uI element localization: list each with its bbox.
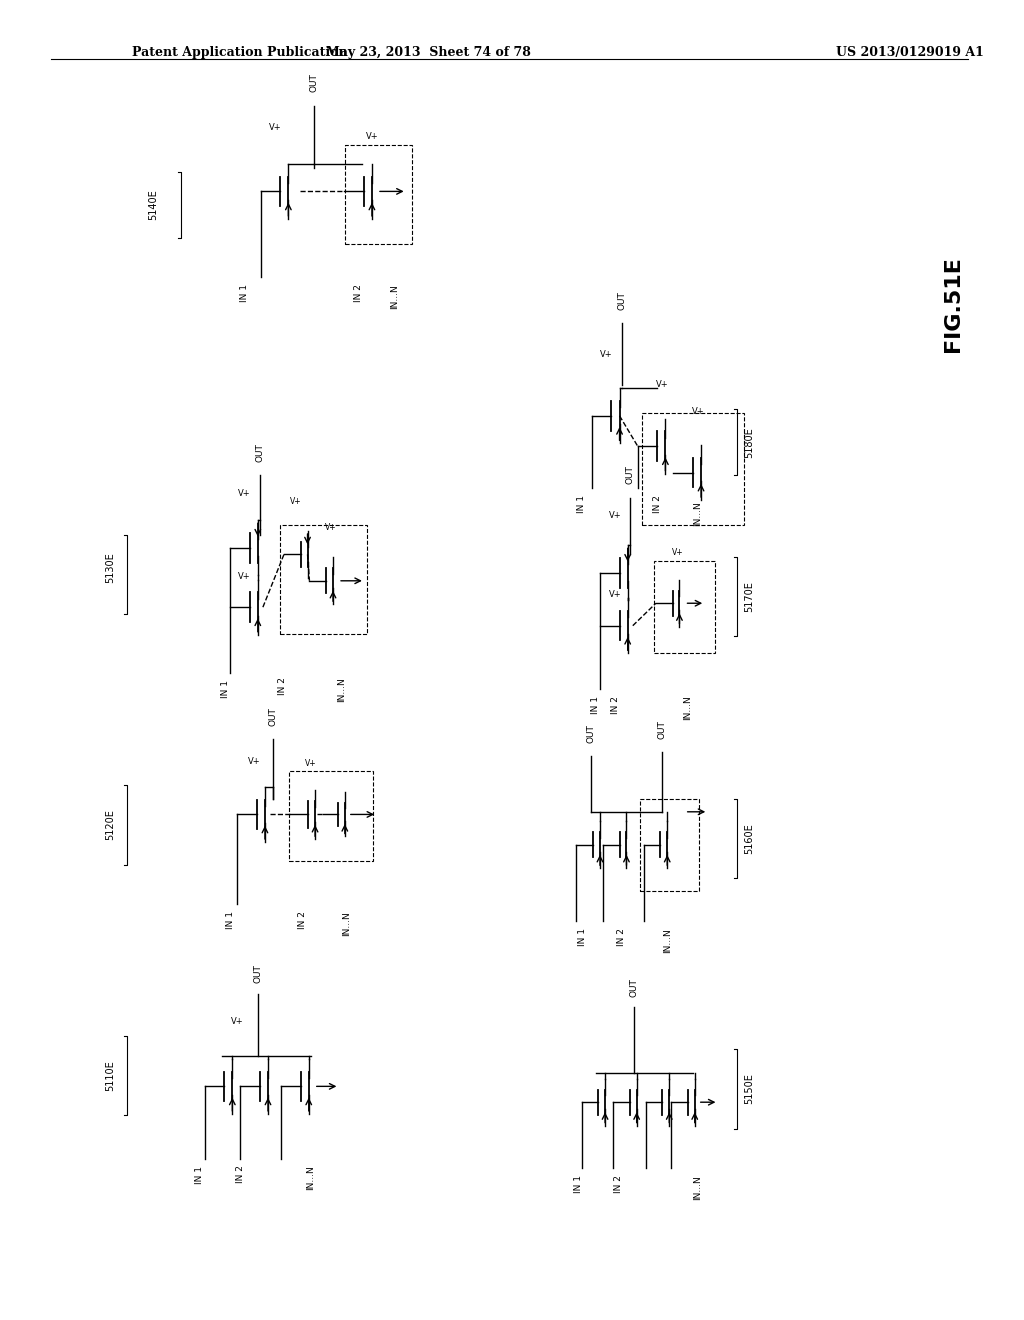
Text: IN 2: IN 2: [278, 677, 287, 696]
Text: IN...N: IN...N: [683, 696, 692, 721]
Text: V+: V+: [231, 1016, 244, 1026]
Text: 5120E: 5120E: [105, 809, 115, 841]
Text: May 23, 2013  Sheet 74 of 78: May 23, 2013 Sheet 74 of 78: [326, 46, 530, 59]
Text: US 2013/0129019 A1: US 2013/0129019 A1: [836, 46, 983, 59]
Text: IN 1: IN 1: [578, 495, 586, 513]
Text: V+: V+: [656, 380, 669, 389]
Text: V+: V+: [239, 488, 251, 498]
Text: IN 1: IN 1: [221, 680, 229, 698]
Text: OUT: OUT: [255, 444, 264, 462]
Text: V+: V+: [600, 350, 612, 359]
Text: IN 1: IN 1: [226, 911, 234, 929]
Text: IN...N: IN...N: [693, 1175, 702, 1200]
Text: IN 2: IN 2: [298, 911, 307, 929]
Text: IN 1: IN 1: [579, 928, 588, 946]
Bar: [654, 561, 716, 653]
Text: V+: V+: [290, 496, 301, 506]
Text: IN 1: IN 1: [591, 696, 600, 714]
Text: OUT: OUT: [268, 708, 278, 726]
Text: V+: V+: [239, 572, 251, 581]
Text: IN 2: IN 2: [354, 284, 364, 302]
Bar: [281, 525, 367, 634]
Text: 5130E: 5130E: [105, 552, 115, 583]
Text: IN...N: IN...N: [390, 284, 398, 309]
Text: IN 1: IN 1: [574, 1175, 583, 1193]
Text: 5180E: 5180E: [744, 426, 754, 458]
Text: IN 2: IN 2: [236, 1166, 245, 1184]
Text: V+: V+: [691, 407, 705, 416]
Text: V+: V+: [609, 511, 622, 520]
Text: OUT: OUT: [587, 725, 596, 743]
Text: V+: V+: [249, 756, 261, 766]
Text: OUT: OUT: [253, 965, 262, 983]
Text: IN...N: IN...N: [306, 1166, 315, 1191]
Text: OUT: OUT: [617, 292, 626, 310]
Bar: [640, 799, 699, 891]
Text: IN...N: IN...N: [342, 911, 351, 936]
Text: 5170E: 5170E: [744, 581, 754, 612]
Text: IN 2: IN 2: [611, 696, 620, 714]
Text: FIG.51E: FIG.51E: [943, 256, 963, 351]
Text: V+: V+: [609, 590, 622, 599]
Text: 5140E: 5140E: [147, 189, 158, 220]
Bar: [345, 145, 412, 244]
Text: V+: V+: [269, 123, 282, 132]
Text: OUT: OUT: [630, 978, 638, 997]
Text: IN 1: IN 1: [240, 284, 249, 302]
Text: OUT: OUT: [309, 74, 318, 92]
Text: 5110E: 5110E: [105, 1060, 115, 1092]
Text: OUT: OUT: [657, 721, 667, 739]
Text: IN 1: IN 1: [196, 1166, 204, 1184]
Text: IN 2: IN 2: [613, 1175, 623, 1193]
Text: IN...N: IN...N: [663, 928, 672, 953]
Text: IN 2: IN 2: [617, 928, 626, 946]
Text: OUT: OUT: [626, 466, 634, 484]
Text: IN 2: IN 2: [652, 495, 662, 513]
Text: V+: V+: [672, 548, 683, 557]
Text: V+: V+: [366, 132, 378, 141]
Text: V+: V+: [326, 523, 337, 532]
Bar: [642, 413, 743, 525]
Text: IN...N: IN...N: [693, 502, 702, 527]
Text: IN...N: IN...N: [337, 677, 346, 702]
Text: Patent Application Publication: Patent Application Publication: [132, 46, 348, 59]
Text: 5150E: 5150E: [744, 1073, 754, 1105]
Text: 5160E: 5160E: [744, 822, 754, 854]
Bar: [290, 771, 373, 861]
Text: V+: V+: [305, 759, 316, 768]
